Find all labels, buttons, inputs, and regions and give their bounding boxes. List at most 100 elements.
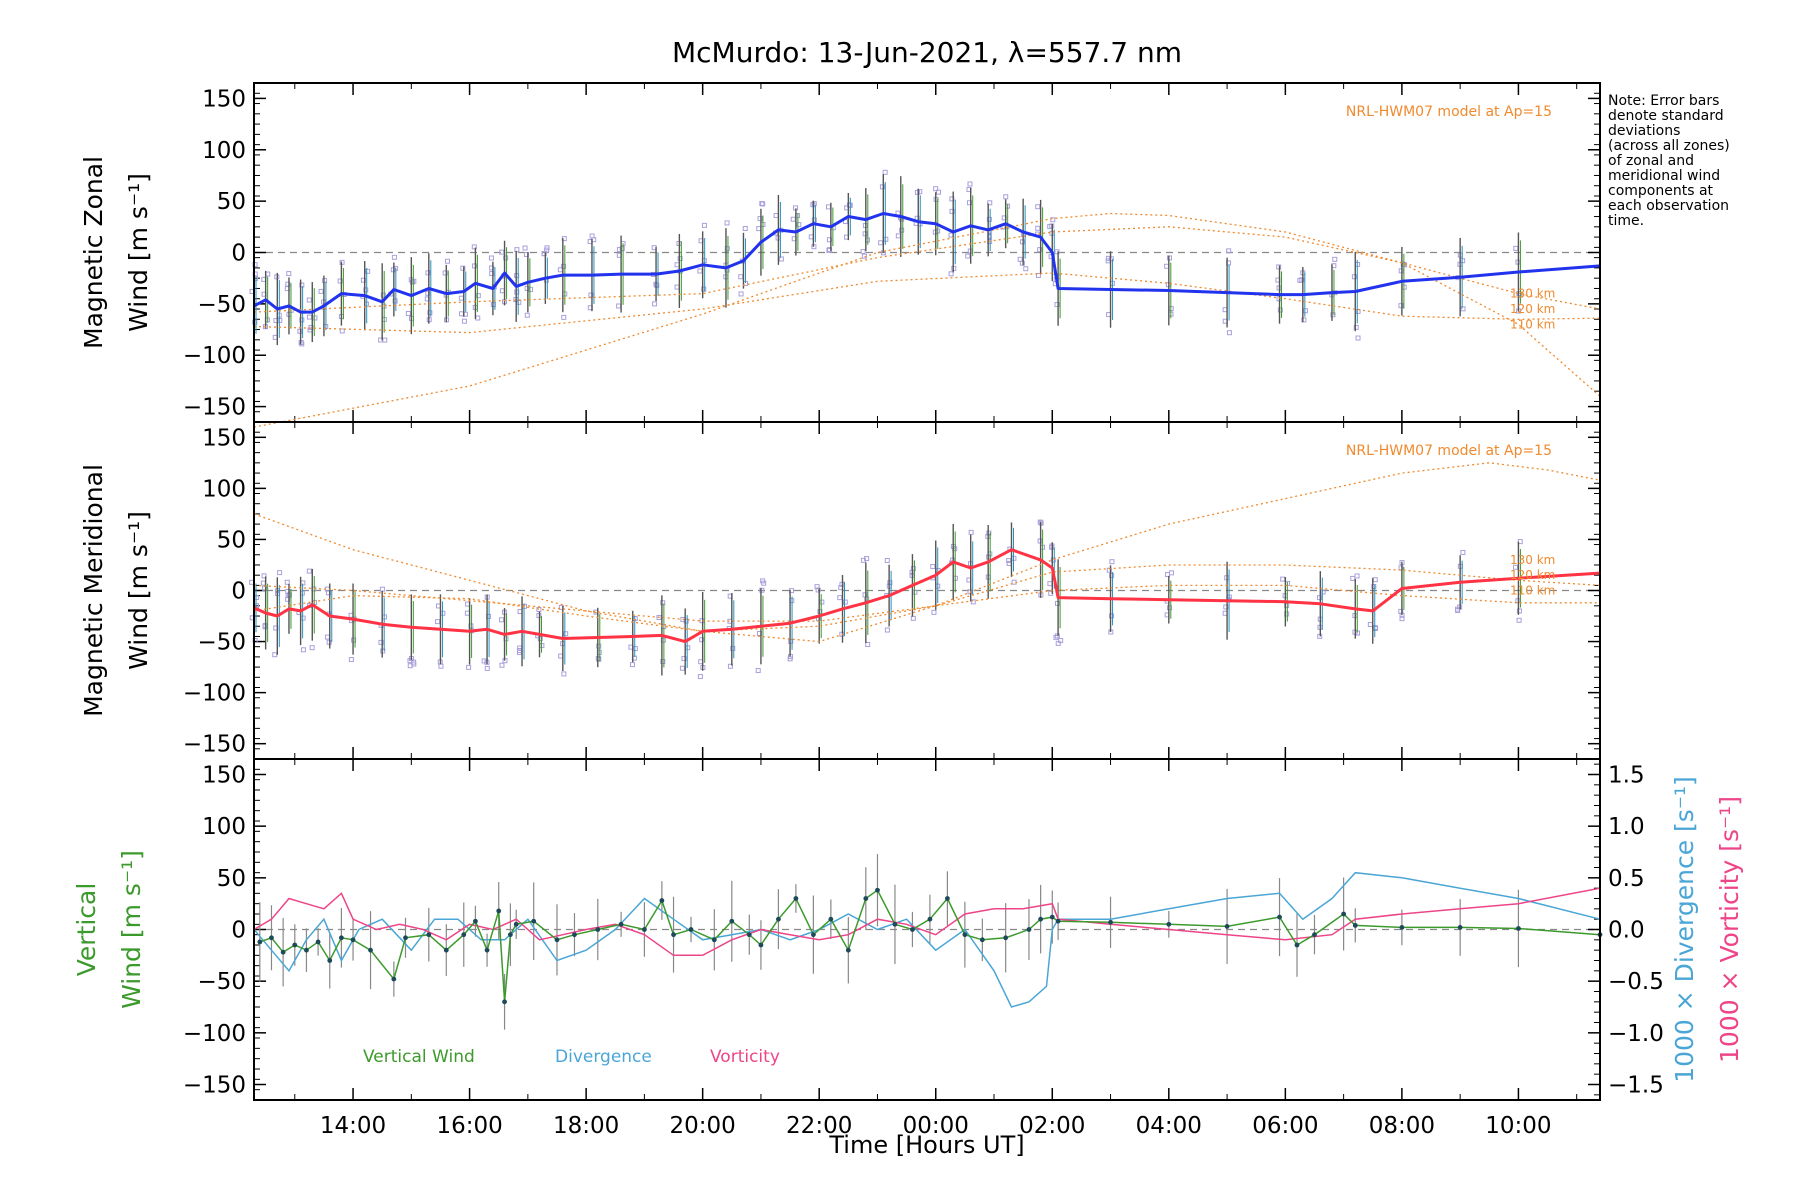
vertical-wind-point [776,916,781,922]
vertical-wind-point [979,937,985,943]
model-label: NRL-HWM07 model at Ap=15 [1346,104,1552,120]
zone-sample-marker [1512,564,1518,570]
y-tick-label: 100 [202,814,246,840]
zone-sample-marker [899,227,905,233]
zone-sample-marker [1398,303,1404,309]
zone-sample-marker [392,298,398,304]
zone-sample-marker [759,200,765,206]
zone-sample-marker [537,636,543,642]
y2-tick-label: 1.5 [1608,763,1645,789]
zone-sample-marker [489,271,495,277]
zone-sample-marker [936,189,942,195]
zone-sample-marker [629,662,635,668]
zone-sample-marker [681,656,687,662]
vertical-wind-point [671,932,676,938]
zone-sample-marker [1168,570,1174,576]
zone-sample-marker [679,665,685,671]
vertical-wind-point [845,947,851,953]
zone-sample-marker [970,599,976,605]
x-tick-label: 14:00 [320,1113,386,1139]
zone-sample-marker [949,208,955,214]
vertical-wind-point [391,976,397,982]
zone-sample-marker [1035,225,1041,231]
zone-sample-marker [378,639,384,645]
vertical-wind-point [280,949,286,955]
legend-entry: Vorticity [710,1047,780,1067]
vertical-wind-point [641,927,647,932]
zone-sample-marker [318,288,324,294]
zone-sample-marker [1226,248,1232,254]
y-tick-label: 0 [231,579,246,605]
vertical-wind-point [327,958,333,963]
note-line: time. [1608,213,1644,229]
zone-sample-marker [1019,260,1025,266]
zone-sample-marker [339,328,345,334]
y-tick-label: −50 [197,630,246,656]
y-tick-label: −100 [183,343,246,369]
zone-sample-marker [475,293,481,299]
zone-sample-marker [309,645,315,651]
zone-sample-marker [596,656,602,662]
zone-sample-marker [660,659,666,665]
zone-sample-marker [796,222,802,228]
zone-sample-marker [652,301,658,307]
zone-sample-marker [861,253,867,259]
vertical-wind-point [1399,925,1405,930]
zone-sample-marker [1398,565,1404,571]
altitude-label: 110 km [1510,317,1555,331]
vertical-wind-point [1038,916,1044,922]
vertical-wind-point [350,937,356,943]
zone-sample-marker [860,557,866,563]
series-line-vorticity [253,887,1601,957]
vertical-wind-point [1026,927,1032,932]
zone-sample-marker [814,584,820,590]
zone-sample-marker [297,328,303,334]
vertical-wind-point [484,947,490,953]
vertical-wind-point [618,921,624,927]
note-line: (across all zones) [1608,138,1730,154]
vertical-wind-point [927,916,933,922]
zone-sample-marker [1297,277,1303,283]
zone-sample-marker [596,643,602,649]
zone-sample-marker [561,314,567,320]
zone-sample-marker [986,216,992,222]
vertical-wind-point [892,921,898,927]
vertical-wind-point [339,935,344,941]
y-tick-label: 50 [217,189,246,215]
vertical-wind-point [746,932,752,938]
zone-sample-marker [967,589,973,595]
zone-sample-marker [1350,575,1356,581]
y-tick-label: −100 [183,681,246,707]
x-tick-label: 04:00 [1136,1113,1202,1139]
zone-sample-marker [363,287,369,293]
zone-sample-marker [1332,256,1338,262]
zone-sample-marker [306,297,312,303]
zone-sample-marker [1399,616,1405,622]
zone-sample-marker [1054,302,1060,308]
zone-sample-marker [1371,583,1377,589]
y2-tick-label: −1.0 [1608,1021,1664,1047]
zone-sample-marker [862,592,868,598]
vertical-wind-point [368,947,373,953]
zone-sample-marker [444,258,450,264]
vertical-wind-point [910,927,915,932]
zone-sample-marker [654,282,660,288]
zone-sample-marker [966,200,972,206]
y2-tick-label: 0.0 [1608,918,1645,944]
zone-sample-marker [1351,274,1357,280]
zone-sample-marker [471,244,477,250]
zone-sample-marker [1109,613,1115,619]
zone-sample-marker [1355,308,1361,314]
vertical-wind-point [1341,911,1347,917]
zone-sample-marker [862,231,868,237]
series-line-divergence [253,871,1601,1008]
zone-sample-marker [1226,330,1232,336]
zone-sample-marker [931,609,937,615]
zone-sample-marker [277,570,283,576]
vertical-wind-point [810,932,816,938]
zone-sample-marker [425,270,431,276]
zone-sample-marker [1037,247,1043,253]
zone-sample-marker [466,664,472,670]
vertical-wind-point [944,896,950,901]
